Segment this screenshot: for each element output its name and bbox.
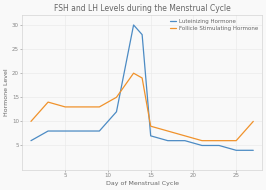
Luteinizing Hormone (218, 144, 221, 147)
Luteinizing Hormone (64, 130, 67, 132)
Luteinizing Hormone (132, 24, 135, 26)
Follicle Stimulating Hormone (252, 120, 255, 123)
Luteinizing Hormone (98, 130, 101, 132)
Y-axis label: Hormone Level: Hormone Level (4, 69, 9, 116)
Line: Luteinizing Hormone: Luteinizing Hormone (31, 25, 253, 150)
Follicle Stimulating Hormone (200, 139, 203, 142)
Luteinizing Hormone (140, 33, 144, 36)
Luteinizing Hormone (149, 135, 152, 137)
Follicle Stimulating Hormone (47, 101, 50, 103)
Follicle Stimulating Hormone (235, 139, 238, 142)
Luteinizing Hormone (183, 139, 186, 142)
Luteinizing Hormone (235, 149, 238, 151)
Follicle Stimulating Hormone (132, 72, 135, 74)
Luteinizing Hormone (166, 139, 169, 142)
Follicle Stimulating Hormone (115, 96, 118, 98)
Follicle Stimulating Hormone (29, 120, 32, 123)
Luteinizing Hormone (115, 111, 118, 113)
Follicle Stimulating Hormone (166, 130, 169, 132)
Luteinizing Hormone (81, 130, 84, 132)
Follicle Stimulating Hormone (98, 106, 101, 108)
Luteinizing Hormone (252, 149, 255, 151)
Follicle Stimulating Hormone (140, 77, 144, 79)
X-axis label: Day of Menstrual Cycle: Day of Menstrual Cycle (106, 181, 179, 186)
Title: FSH and LH Levels during the Menstrual Cycle: FSH and LH Levels during the Menstrual C… (54, 4, 231, 13)
Luteinizing Hormone (47, 130, 50, 132)
Luteinizing Hormone (200, 144, 203, 147)
Follicle Stimulating Hormone (218, 139, 221, 142)
Luteinizing Hormone (29, 139, 32, 142)
Follicle Stimulating Hormone (64, 106, 67, 108)
Legend: Luteinizing Hormone, Follicle Stimulating Hormone: Luteinizing Hormone, Follicle Stimulatin… (169, 18, 259, 32)
Follicle Stimulating Hormone (149, 125, 152, 127)
Follicle Stimulating Hormone (81, 106, 84, 108)
Line: Follicle Stimulating Hormone: Follicle Stimulating Hormone (31, 73, 253, 141)
Follicle Stimulating Hormone (183, 135, 186, 137)
